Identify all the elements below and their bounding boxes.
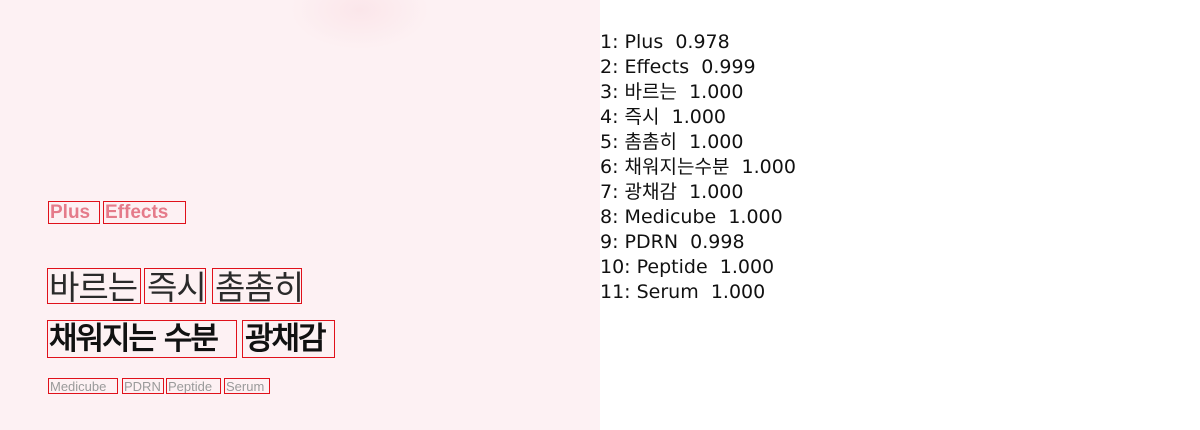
result-text: 바르는 [624, 81, 677, 103]
result-index: 5: [600, 131, 619, 153]
result-index: 4: [600, 106, 619, 128]
word-bareuneun: 바르는 [49, 268, 138, 307]
word-peptide: Peptide [168, 379, 213, 394]
result-score: 0.999 [701, 56, 756, 78]
result-score: 1.000 [710, 281, 766, 303]
word-pdrn: PDRN [124, 379, 161, 394]
result-row: 4: 즉시 1.000 [600, 106, 796, 131]
result-text: 즉시 [624, 106, 660, 128]
detection-box-gwangchaegam [242, 320, 335, 358]
result-text: 촘촘히 [624, 131, 677, 153]
result-text: Effects [624, 56, 690, 78]
word-effects: Effects [105, 202, 169, 223]
detection-box-chaewojineun-subun [47, 320, 237, 358]
result-row: 7: 광채감 1.000 [600, 181, 796, 206]
result-score: 1.000 [689, 81, 744, 103]
detection-box-jeuksi [144, 268, 206, 304]
result-index: 11: [600, 281, 631, 303]
result-score: 1.000 [689, 131, 744, 153]
result-index: 6: [600, 156, 619, 178]
result-row: 8: Medicube 1.000 [600, 206, 796, 231]
detection-box-chomchomhi [212, 268, 302, 304]
result-row: 2: Effects 0.999 [600, 56, 796, 81]
result-index: 10: [600, 256, 631, 278]
detection-box-peptide [166, 378, 221, 394]
background-glow [290, 0, 430, 50]
result-text: Serum [636, 281, 699, 303]
detection-box-pdrn [122, 378, 164, 394]
result-index: 7: [600, 181, 619, 203]
word-medicube: Medicube [50, 379, 107, 394]
word-chomchomhi: 촘촘히 [215, 268, 304, 307]
result-index: 2: [600, 56, 619, 78]
result-row: 10: Peptide 1.000 [600, 256, 796, 281]
word-gwangchaegam: 광채감 [245, 321, 327, 357]
result-score: 1.000 [728, 206, 783, 228]
detection-box-plus [48, 201, 100, 224]
results-panel: 1: Plus 0.978 2: Effects 0.999 3: 바르는 1.… [600, 0, 1200, 430]
result-score: 1.000 [719, 256, 775, 278]
result-text: PDRN [624, 231, 679, 253]
result-text: 광채감 [624, 181, 677, 203]
result-index: 1: [600, 31, 619, 53]
result-row: 1: Plus 0.978 [600, 31, 796, 56]
detection-box-serum [224, 378, 270, 394]
result-text: Plus [624, 31, 664, 53]
result-text: Medicube [624, 206, 717, 228]
result-row: 9: PDRN 0.998 [600, 231, 796, 256]
result-row: 3: 바르는 1.000 [600, 81, 796, 106]
detection-box-medicube [48, 378, 118, 394]
result-text: 채워지는수분 [624, 156, 730, 178]
result-score: 1.000 [741, 156, 796, 178]
result-row: 5: 촘촘히 1.000 [600, 131, 796, 156]
source-image-panel: Plus Effects 바르는 즉시 촘촘히 채워지는 수분 광채감 Medi… [0, 0, 600, 430]
result-score: 1.000 [689, 181, 744, 203]
result-text: Peptide [636, 256, 708, 278]
word-jeuksi: 즉시 [147, 268, 207, 307]
word-serum: Serum [226, 379, 265, 394]
result-row: 6: 채워지는수분 1.000 [600, 156, 796, 181]
word-plus: Plus [50, 202, 91, 223]
detection-box-bareuneun [47, 268, 141, 304]
word-chaewojineun-subun: 채워지는 수분 [49, 321, 219, 357]
result-index: 9: [600, 231, 619, 253]
result-score: 0.978 [675, 31, 730, 53]
results-list: 1: Plus 0.978 2: Effects 0.999 3: 바르는 1.… [600, 31, 796, 306]
result-row: 11: Serum 1.000 [600, 281, 796, 306]
detection-box-effects [103, 201, 186, 224]
result-score: 0.998 [690, 231, 745, 253]
result-index: 3: [600, 81, 619, 103]
result-score: 1.000 [671, 106, 727, 128]
result-index: 8: [600, 206, 619, 228]
